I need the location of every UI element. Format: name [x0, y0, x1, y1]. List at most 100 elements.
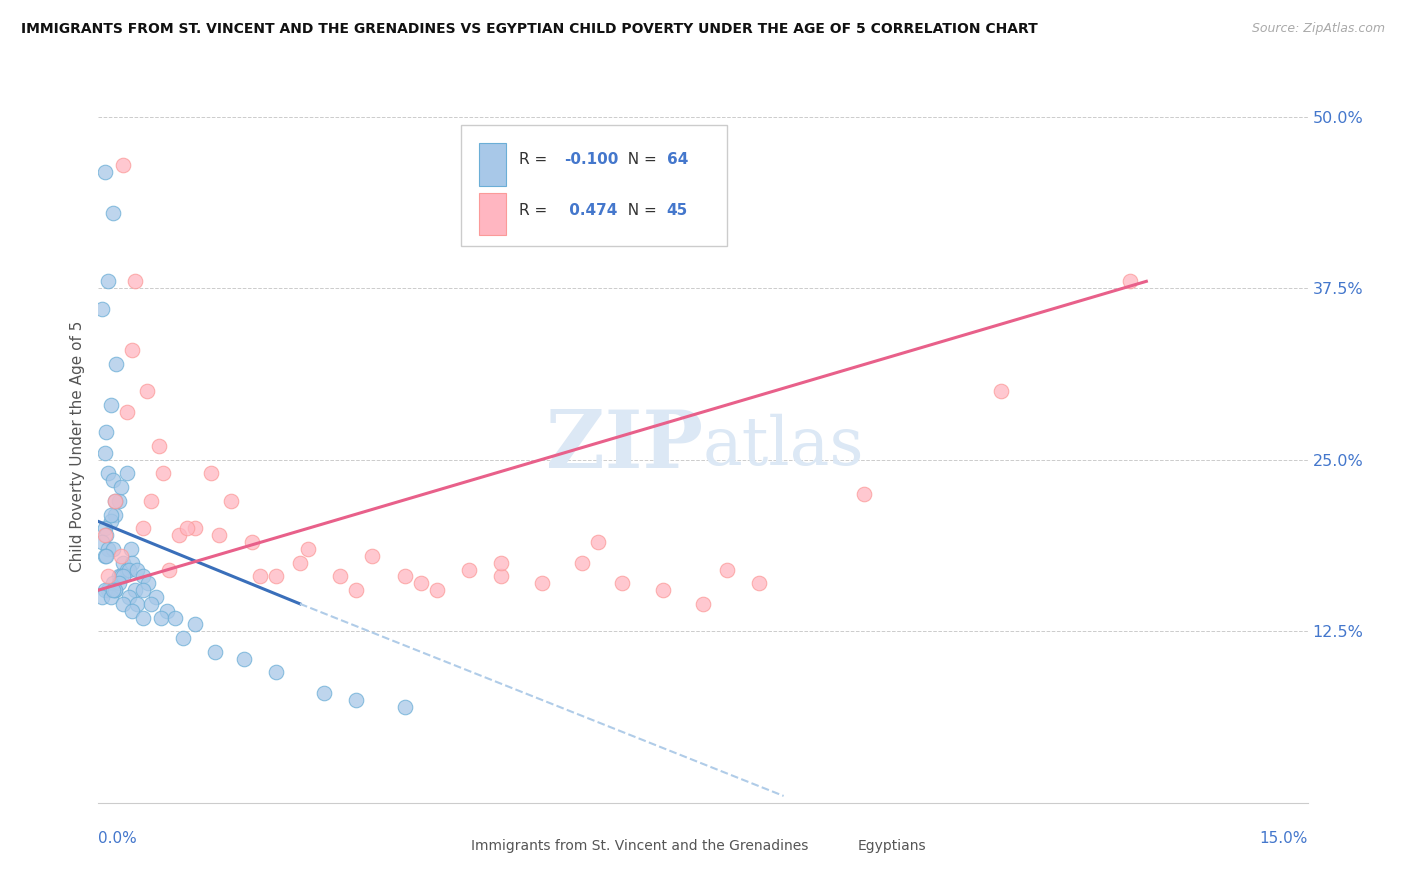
Text: Immigrants from St. Vincent and the Grenadines: Immigrants from St. Vincent and the Gren… — [471, 838, 808, 853]
Point — [115, 405, 138, 419]
Bar — [479, 143, 506, 186]
Point — [127, 562, 149, 576]
Point — [94, 549, 117, 563]
Point — [96, 425, 118, 440]
Point — [91, 590, 114, 604]
Point — [692, 597, 714, 611]
Point — [121, 343, 143, 357]
Text: R =: R = — [519, 203, 553, 218]
Text: 0.474: 0.474 — [564, 203, 617, 218]
Point — [314, 686, 336, 700]
Text: atlas: atlas — [703, 413, 865, 479]
Point — [297, 541, 319, 556]
Point — [172, 631, 194, 645]
Point — [249, 569, 271, 583]
Point — [94, 164, 117, 178]
Text: 64: 64 — [666, 152, 688, 167]
Text: ZIP: ZIP — [546, 407, 703, 485]
Point — [94, 446, 117, 460]
Bar — [479, 193, 506, 235]
Point — [135, 384, 157, 398]
Point — [110, 549, 132, 563]
Text: 0.0%: 0.0% — [98, 831, 138, 847]
Point — [101, 205, 124, 219]
Point — [176, 521, 198, 535]
Point — [97, 569, 120, 583]
Text: 45: 45 — [666, 203, 688, 218]
Point — [118, 590, 141, 604]
Text: -0.100: -0.100 — [564, 152, 619, 167]
Point — [329, 569, 352, 583]
Point — [118, 562, 141, 576]
Bar — [824, 831, 851, 860]
Point — [145, 590, 167, 604]
Point — [138, 576, 160, 591]
Point — [409, 576, 432, 591]
Point — [103, 494, 125, 508]
Point — [139, 494, 162, 508]
Point — [167, 528, 190, 542]
Point — [612, 576, 634, 591]
Point — [91, 535, 114, 549]
Point — [111, 556, 134, 570]
Point — [121, 604, 143, 618]
Point — [240, 535, 263, 549]
Point — [103, 494, 125, 508]
Point — [990, 384, 1012, 398]
Point — [124, 583, 146, 598]
Text: N =: N = — [619, 203, 662, 218]
Point — [132, 521, 155, 535]
Point — [110, 480, 132, 494]
Point — [651, 583, 673, 598]
Point — [184, 617, 207, 632]
Point — [111, 569, 134, 583]
Point — [127, 597, 149, 611]
Text: R =: R = — [519, 152, 553, 167]
Text: Egyptians: Egyptians — [858, 838, 927, 853]
Point — [96, 549, 118, 563]
Point — [101, 583, 124, 598]
Point — [96, 528, 118, 542]
Point — [97, 274, 120, 288]
Point — [91, 301, 114, 316]
Point — [264, 569, 287, 583]
Point — [208, 528, 231, 542]
Point — [110, 569, 132, 583]
Point — [103, 583, 125, 598]
Point — [100, 398, 122, 412]
Point — [491, 556, 513, 570]
Point — [100, 515, 122, 529]
Point — [97, 541, 120, 556]
Point — [716, 562, 738, 576]
Point — [232, 651, 254, 665]
Point — [132, 569, 155, 583]
Point — [184, 521, 207, 535]
Y-axis label: Child Poverty Under the Age of 5: Child Poverty Under the Age of 5 — [69, 320, 84, 572]
Text: IMMIGRANTS FROM ST. VINCENT AND THE GRENADINES VS EGYPTIAN CHILD POVERTY UNDER T: IMMIGRANTS FROM ST. VINCENT AND THE GREN… — [21, 22, 1038, 37]
Point — [853, 487, 876, 501]
Point — [101, 473, 124, 487]
Point — [94, 528, 117, 542]
Point — [111, 158, 134, 172]
Point — [120, 541, 142, 556]
Point — [1119, 274, 1142, 288]
Point — [115, 467, 138, 481]
Point — [571, 556, 593, 570]
Point — [426, 583, 449, 598]
Point — [586, 535, 609, 549]
Point — [100, 590, 122, 604]
Point — [103, 583, 125, 598]
Point — [163, 610, 186, 624]
Point — [204, 645, 226, 659]
Point — [156, 604, 179, 618]
Point — [115, 562, 138, 576]
Point — [221, 494, 243, 508]
Point — [103, 508, 125, 522]
Point — [124, 274, 146, 288]
Text: Source: ZipAtlas.com: Source: ZipAtlas.com — [1251, 22, 1385, 36]
Point — [139, 597, 162, 611]
Point — [107, 569, 129, 583]
Point — [264, 665, 287, 680]
Point — [107, 494, 129, 508]
Point — [101, 541, 124, 556]
